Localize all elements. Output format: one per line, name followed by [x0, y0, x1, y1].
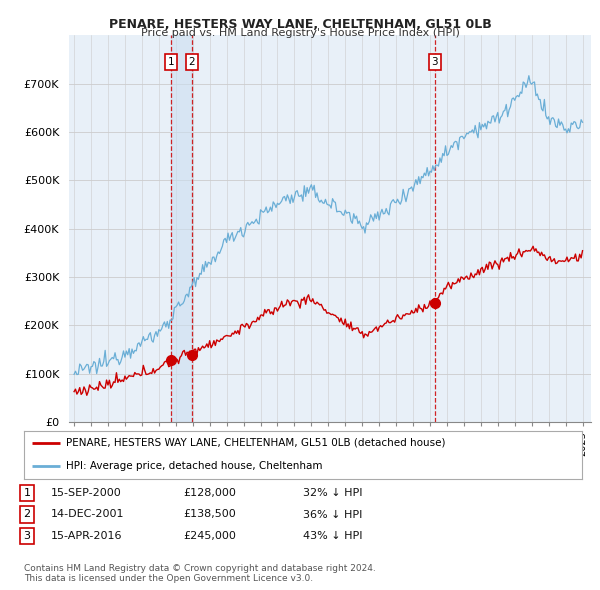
Bar — [171, 35, 192, 422]
Text: PENARE, HESTERS WAY LANE, CHELTENHAM, GL51 0LB (detached house): PENARE, HESTERS WAY LANE, CHELTENHAM, GL… — [66, 438, 445, 448]
Text: 1: 1 — [167, 57, 174, 67]
Text: 2: 2 — [23, 510, 31, 519]
Text: 43% ↓ HPI: 43% ↓ HPI — [303, 531, 362, 540]
Text: 3: 3 — [23, 531, 31, 540]
Text: PENARE, HESTERS WAY LANE, CHELTENHAM, GL51 0LB: PENARE, HESTERS WAY LANE, CHELTENHAM, GL… — [109, 18, 491, 31]
Text: Contains HM Land Registry data © Crown copyright and database right 2024.
This d: Contains HM Land Registry data © Crown c… — [24, 563, 376, 583]
Text: Price paid vs. HM Land Registry's House Price Index (HPI): Price paid vs. HM Land Registry's House … — [140, 28, 460, 38]
Text: £138,500: £138,500 — [183, 510, 236, 519]
Text: 15-APR-2016: 15-APR-2016 — [51, 531, 122, 540]
Text: 3: 3 — [431, 57, 438, 67]
Text: 32% ↓ HPI: 32% ↓ HPI — [303, 489, 362, 498]
Text: 36% ↓ HPI: 36% ↓ HPI — [303, 510, 362, 519]
Text: 14-DEC-2001: 14-DEC-2001 — [51, 510, 125, 519]
Text: HPI: Average price, detached house, Cheltenham: HPI: Average price, detached house, Chel… — [66, 461, 322, 471]
Text: £128,000: £128,000 — [183, 489, 236, 498]
Text: 1: 1 — [23, 489, 31, 498]
Text: £245,000: £245,000 — [183, 531, 236, 540]
Text: 15-SEP-2000: 15-SEP-2000 — [51, 489, 122, 498]
Text: 2: 2 — [188, 57, 195, 67]
